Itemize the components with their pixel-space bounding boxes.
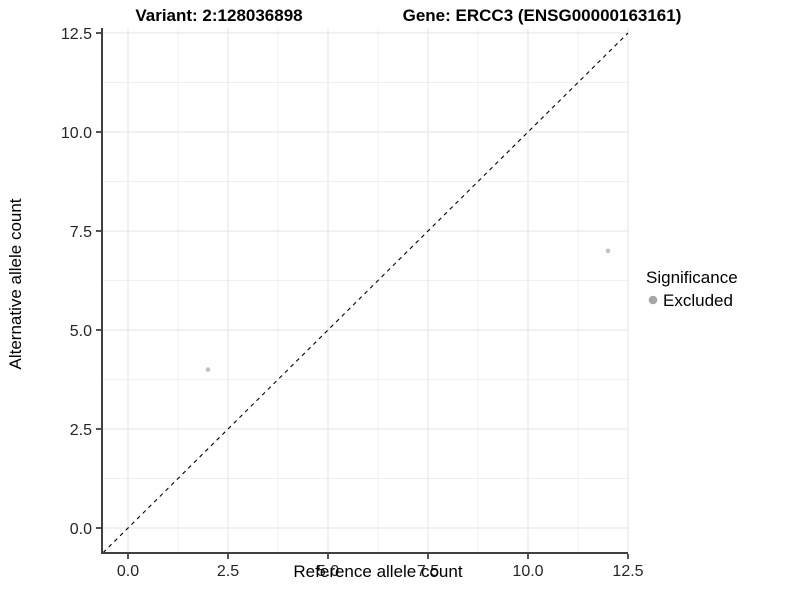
tick-label-layer: 0.0 2.5 5.0 7.5 10.0 12.5 0.0 2.5 5.0 7.5 10.0 12.5 [61, 26, 644, 580]
y-tick-label: 0.0 [70, 521, 92, 538]
y-tick-label: 12.5 [61, 26, 92, 43]
x-tick-label: 7.5 [417, 563, 439, 580]
legend-entry-label: Excluded [663, 291, 733, 310]
y-axis-title: Alternative allele count [6, 198, 25, 369]
identity-line [102, 32, 629, 554]
legend: Significance Excluded [646, 268, 738, 310]
x-tick-label: 12.5 [612, 563, 643, 580]
data-point [205, 367, 211, 372]
grid-layer [103, 28, 629, 553]
plot-title-gene: Gene: ERCC3 (ENSG00000163161) [403, 6, 682, 25]
legend-key-dot-icon [648, 295, 658, 305]
y-tick-label: 10.0 [61, 125, 92, 142]
x-axis-title: Reference allele count [293, 562, 462, 581]
y-tick-label: 2.5 [70, 422, 92, 439]
x-tick-label: 2.5 [217, 563, 239, 580]
y-tick-label: 5.0 [70, 323, 92, 340]
x-tick-label: 10.0 [512, 563, 543, 580]
x-tick-label: 5.0 [317, 563, 339, 580]
y-tick-label: 7.5 [70, 224, 92, 241]
legend-title: Significance [646, 268, 738, 287]
data-point [605, 248, 611, 254]
x-tick-label: 0.0 [117, 563, 139, 580]
plot-title-variant: Variant: 2:128036898 [135, 6, 302, 25]
geom-layer [102, 32, 629, 554]
axis-layer [96, 28, 629, 559]
